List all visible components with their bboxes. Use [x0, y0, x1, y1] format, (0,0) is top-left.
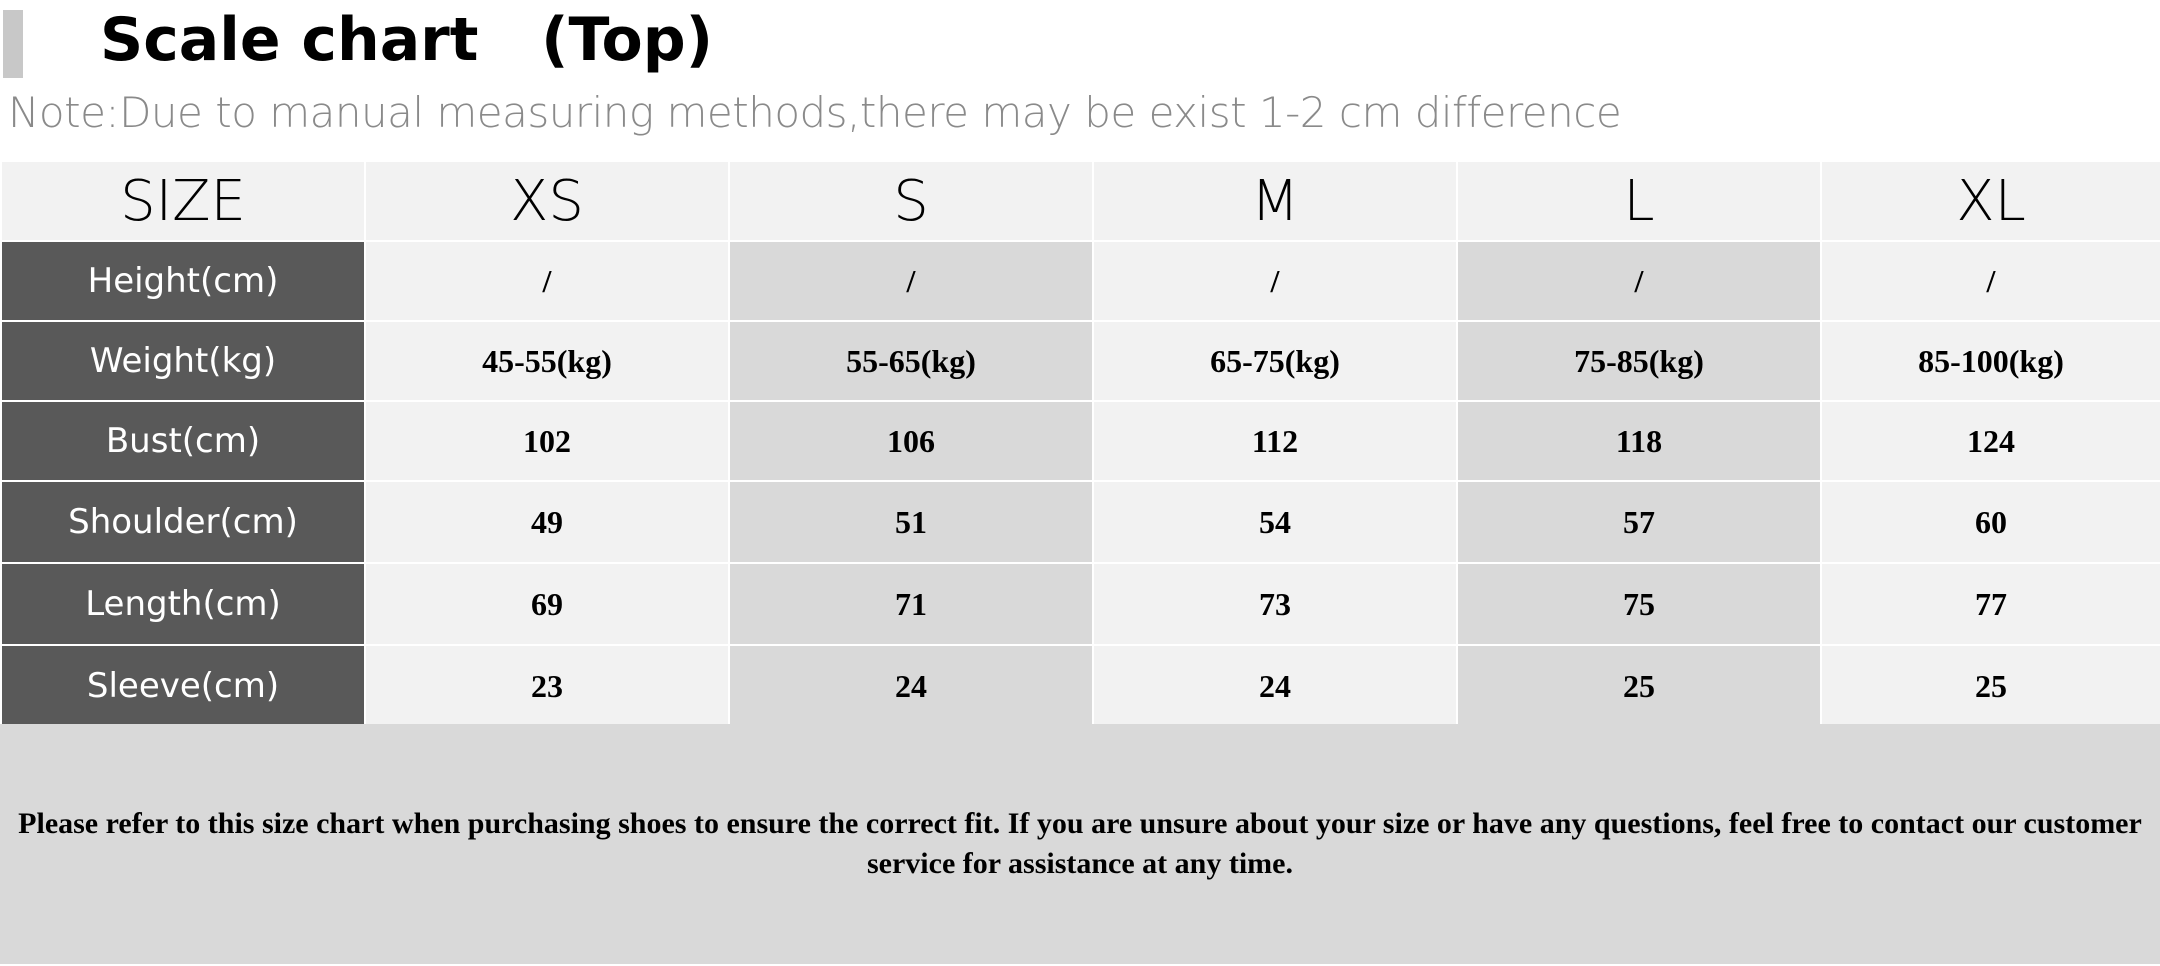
row-label-shoulder: Shoulder(cm) [0, 480, 366, 564]
table-cell: 75-85(kg) [1456, 320, 1822, 402]
size-header-l: L [1456, 160, 1822, 242]
table-cell: 55-65(kg) [728, 320, 1094, 402]
footer-notice-text: Please refer to this size chart when pur… [18, 807, 2142, 880]
table-cell: 45-55(kg) [364, 320, 730, 402]
table-row: Bust(cm) 102 106 112 118 124 [0, 400, 2160, 482]
table-cell: 54 [1092, 480, 1458, 564]
table-row: Sleeve(cm) 23 24 24 25 25 [0, 644, 2160, 728]
table-cell: 51 [728, 480, 1094, 564]
table-cell: 71 [728, 562, 1094, 646]
size-corner-header: SIZE [0, 160, 366, 242]
table-cell: / [1820, 240, 2160, 322]
table-cell: 102 [364, 400, 730, 482]
table-row: Shoulder(cm) 49 51 54 57 60 [0, 480, 2160, 564]
table-cell: / [1092, 240, 1458, 322]
table-cell: 24 [728, 644, 1094, 728]
table-cell: / [364, 240, 730, 322]
table-cell: 75 [1456, 562, 1822, 646]
row-label-bust: Bust(cm) [0, 400, 366, 482]
size-header-xl: XL [1820, 160, 2160, 242]
size-header-m: M [1092, 160, 1458, 242]
table-cell: 65-75(kg) [1092, 320, 1458, 402]
table-cell: 77 [1820, 562, 2160, 646]
table-cell: 25 [1820, 644, 2160, 728]
table-cell: 49 [364, 480, 730, 564]
footer-notice: Please refer to this size chart when pur… [0, 724, 2160, 964]
table-cell: 106 [728, 400, 1094, 482]
table-row: Height(cm) / / / / / [0, 240, 2160, 322]
table-cell: 60 [1820, 480, 2160, 564]
table-cell: 23 [364, 644, 730, 728]
measurement-note: Note:Due to manual measuring methods,the… [8, 88, 1622, 137]
table-cell: 73 [1092, 562, 1458, 646]
title-accent-bar [3, 10, 23, 78]
table-cell: / [1456, 240, 1822, 322]
size-header-s: S [728, 160, 1094, 242]
size-chart-table: SIZE XS S M L XL Height(cm) / / / / / We… [0, 160, 2160, 728]
page-title: Scale chart (Top) [100, 5, 714, 75]
table-cell: 25 [1456, 644, 1822, 728]
table-cell: 57 [1456, 480, 1822, 564]
row-label-sleeve: Sleeve(cm) [0, 644, 366, 728]
row-label-length: Length(cm) [0, 562, 366, 646]
table-cell: 124 [1820, 400, 2160, 482]
row-label-weight: Weight(kg) [0, 320, 366, 402]
size-header-xs: XS [364, 160, 730, 242]
table-row: Weight(kg) 45-55(kg) 55-65(kg) 65-75(kg)… [0, 320, 2160, 402]
size-header-row: SIZE XS S M L XL [0, 160, 2160, 242]
row-label-height: Height(cm) [0, 240, 366, 322]
table-cell: 69 [364, 562, 730, 646]
table-cell: 24 [1092, 644, 1458, 728]
table-cell: 118 [1456, 400, 1822, 482]
table-row: Length(cm) 69 71 73 75 77 [0, 562, 2160, 646]
table-cell: / [728, 240, 1094, 322]
table-cell: 85-100(kg) [1820, 320, 2160, 402]
table-cell: 112 [1092, 400, 1458, 482]
